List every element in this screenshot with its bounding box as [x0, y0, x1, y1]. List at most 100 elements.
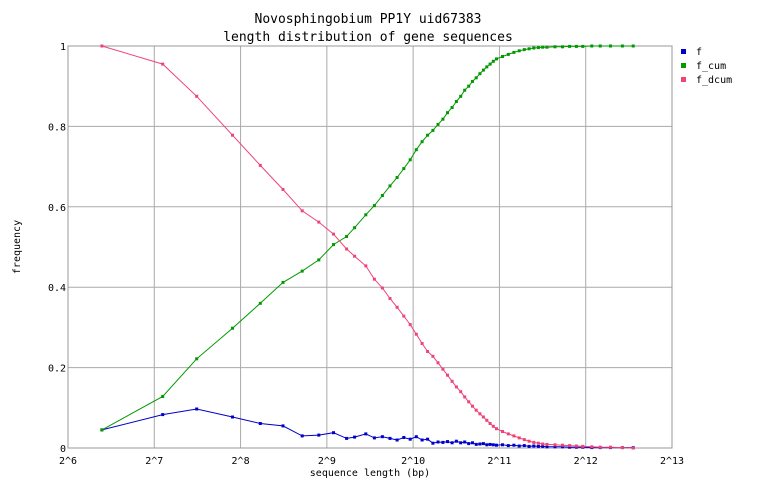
data-point — [481, 442, 485, 446]
data-point — [454, 100, 458, 103]
data-point — [161, 62, 165, 66]
data-point — [545, 445, 549, 449]
data-point — [501, 443, 504, 447]
series-f-dcum — [100, 44, 635, 450]
data-point — [446, 440, 449, 444]
x-tick-labels: 2^6 2^7 2^8 2^9 2^10 2^11 2^12 2^13 — [59, 456, 684, 467]
data-point — [380, 286, 384, 290]
data-point — [485, 443, 489, 447]
data-point — [485, 65, 489, 69]
data-point — [441, 367, 445, 371]
data-point — [581, 44, 585, 48]
y-tick-label: 0 — [60, 444, 66, 455]
data-point — [532, 46, 536, 50]
data-point — [231, 326, 234, 330]
data-point — [495, 57, 498, 61]
data-point — [332, 232, 335, 236]
data-point — [436, 361, 440, 365]
data-point — [388, 184, 392, 188]
data-point — [463, 395, 467, 399]
data-point — [388, 297, 392, 300]
data-point — [553, 445, 557, 449]
data-point — [414, 435, 418, 439]
data-point — [471, 404, 474, 408]
data-point — [317, 433, 321, 437]
data-point — [300, 269, 304, 273]
data-point — [195, 94, 199, 98]
data-point — [517, 436, 521, 440]
data-point — [485, 418, 489, 422]
data-point — [631, 44, 635, 48]
data-point — [517, 49, 521, 53]
series-line — [101, 45, 634, 449]
data-point — [414, 332, 418, 336]
data-point — [561, 445, 564, 449]
data-point — [598, 445, 602, 449]
data-point — [506, 52, 510, 56]
data-point — [300, 209, 304, 213]
x-tick-label: 2^8 — [232, 456, 250, 467]
data-point — [364, 264, 368, 268]
data-point — [317, 258, 321, 262]
data-point — [598, 44, 602, 48]
data-point — [463, 88, 467, 92]
data-point — [402, 436, 406, 439]
data-point — [478, 72, 482, 76]
y-tick-label: 0.8 — [48, 122, 66, 133]
data-point — [353, 435, 357, 439]
x-tick-label: 2^10 — [401, 456, 425, 467]
grid — [68, 46, 672, 448]
y-tick-label: 0.2 — [48, 364, 66, 375]
data-point — [195, 407, 199, 411]
data-point — [590, 445, 594, 449]
x-tick-label: 2^13 — [660, 456, 684, 467]
data-point — [541, 444, 545, 448]
data-point — [258, 422, 262, 425]
data-point — [161, 413, 165, 417]
data-point — [481, 415, 485, 419]
series-group — [100, 44, 635, 450]
x-tick-label: 2^11 — [487, 456, 511, 467]
data-point — [431, 441, 435, 445]
data-point — [441, 117, 445, 121]
data-point — [527, 47, 531, 51]
data-point — [506, 444, 510, 448]
y-tick-label: 0.6 — [48, 203, 66, 214]
data-point — [541, 45, 545, 49]
data-point — [536, 441, 540, 445]
data-point — [395, 176, 399, 179]
data-point — [364, 432, 368, 436]
legend-label: f_cum — [696, 61, 726, 72]
data-point — [353, 226, 357, 230]
data-point — [195, 357, 199, 361]
data-point — [408, 437, 412, 441]
x-tick-label: 2^7 — [145, 456, 163, 467]
data-point — [536, 46, 540, 50]
data-point — [474, 442, 478, 446]
data-point — [527, 439, 531, 443]
data-point — [488, 422, 492, 425]
data-point — [590, 44, 594, 48]
data-point — [420, 140, 424, 144]
data-point — [495, 427, 498, 431]
x-tick-label: 2^6 — [59, 456, 77, 467]
data-point — [478, 412, 482, 416]
data-point — [450, 106, 454, 109]
data-point — [380, 194, 384, 197]
data-point — [467, 84, 471, 88]
data-point — [388, 436, 392, 440]
data-point — [568, 444, 572, 448]
data-point — [395, 438, 399, 442]
data-point — [506, 432, 510, 436]
data-point — [467, 442, 471, 446]
data-point — [426, 133, 430, 137]
y-tick-label: 0.4 — [48, 283, 66, 294]
data-point — [568, 445, 572, 449]
data-point — [463, 440, 467, 444]
data-point — [402, 167, 406, 171]
data-point — [300, 434, 304, 438]
series-f-cum — [100, 44, 635, 432]
data-point — [231, 415, 234, 419]
data-point — [574, 444, 578, 448]
